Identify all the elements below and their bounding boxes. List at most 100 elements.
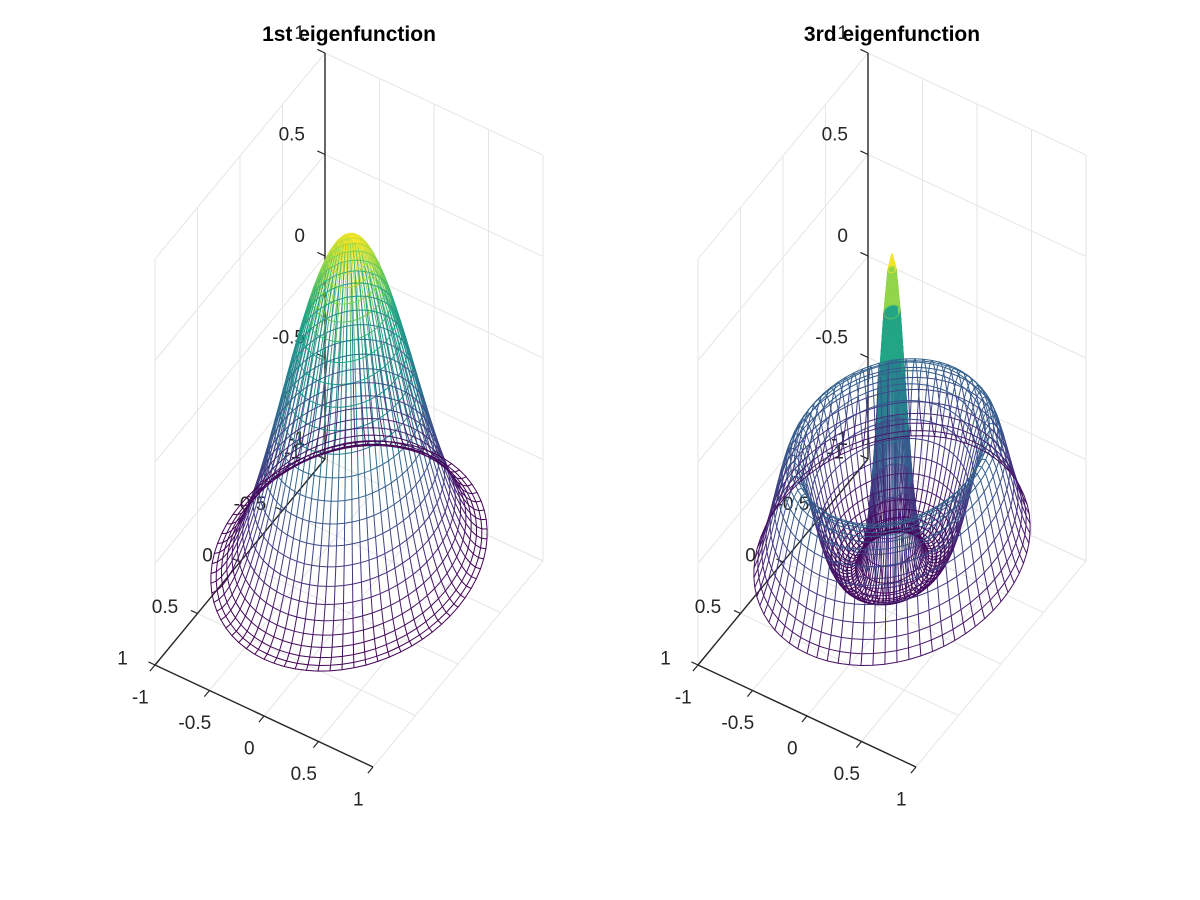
mesh-segment — [951, 373, 955, 385]
mesh-segment — [920, 563, 925, 572]
mesh-segment — [872, 389, 875, 407]
mesh-segment — [907, 633, 909, 648]
mesh-segment — [871, 581, 875, 592]
mesh-segment — [259, 512, 266, 532]
mesh-segment — [918, 578, 923, 583]
mesh-segment — [371, 310, 375, 326]
mesh-segment — [901, 550, 903, 564]
mesh-segment — [312, 408, 316, 422]
mesh-segment — [379, 302, 386, 320]
mesh-segment — [396, 639, 400, 648]
mesh-segment — [398, 646, 402, 652]
mesh-segment — [842, 552, 848, 557]
mesh-segment — [795, 443, 800, 459]
mesh-segment — [923, 401, 926, 421]
mesh-segment — [908, 401, 910, 414]
mesh-segment — [235, 591, 242, 603]
mesh-segment — [314, 351, 319, 368]
mesh-segment — [882, 538, 885, 567]
mesh-segment — [353, 239, 359, 246]
mesh-segment — [811, 402, 816, 412]
mesh-segment — [460, 594, 466, 599]
mesh-segment — [922, 475, 925, 490]
axes: -1-0.500.51-1-0.500.51-1-0.500.51 — [660, 23, 917, 811]
y-tick-label: 0.5 — [695, 597, 721, 618]
mesh-segment — [980, 555, 985, 573]
mesh-segment — [253, 627, 259, 638]
mesh-segment — [385, 283, 392, 299]
z-tick — [860, 48, 869, 54]
mesh-segment — [343, 303, 346, 323]
mesh-segment — [796, 463, 801, 476]
mesh-segment — [951, 367, 955, 371]
mesh-segment — [466, 572, 472, 578]
mesh-segment — [853, 528, 858, 536]
mesh-segment — [862, 439, 865, 446]
mesh-segment — [317, 476, 321, 501]
mesh-segment — [899, 360, 903, 418]
mesh-segment — [337, 386, 340, 400]
mesh-segment — [410, 608, 415, 620]
mesh-ring — [279, 338, 419, 455]
mesh-segment — [837, 505, 842, 518]
mesh-segment — [310, 332, 316, 353]
mesh-segment — [978, 498, 983, 515]
z-tick — [317, 251, 326, 257]
mesh-segment — [946, 471, 951, 488]
mesh-segment — [239, 551, 246, 566]
mesh-segment — [386, 343, 390, 359]
mesh-segment — [284, 406, 291, 429]
mesh-segment — [881, 363, 886, 421]
mesh-segment — [460, 505, 467, 516]
mesh-segment — [806, 449, 812, 464]
mesh-segment — [356, 310, 359, 325]
mesh-segment — [434, 614, 439, 621]
mesh-segment — [447, 553, 453, 566]
mesh-segment — [364, 264, 369, 278]
mesh-segment — [273, 551, 279, 571]
mesh-segment — [214, 551, 220, 554]
mesh-segment — [887, 417, 890, 466]
mesh-segment — [393, 456, 398, 479]
mesh-segment — [276, 480, 282, 503]
mesh-segment — [975, 428, 980, 444]
mesh-segment — [361, 395, 363, 408]
mesh-segment — [315, 438, 319, 447]
mesh-ring — [785, 360, 999, 538]
mesh-segment — [431, 485, 438, 504]
mesh-segment — [901, 538, 903, 551]
mesh-segment — [885, 519, 887, 526]
mesh-segment — [341, 245, 344, 254]
mesh-segment — [826, 416, 830, 430]
mesh-segment — [930, 527, 935, 534]
mesh-segment — [271, 501, 278, 523]
mesh-segment — [462, 484, 468, 487]
mesh-segment — [837, 485, 842, 501]
mesh-segment — [394, 630, 398, 640]
x-tick-label: 0.5 — [834, 764, 860, 785]
mesh-segment — [363, 298, 367, 316]
z-tick-label: -0.5 — [815, 328, 848, 349]
mesh-segment — [974, 487, 980, 500]
mesh-segment — [858, 541, 861, 554]
mesh-segment — [927, 562, 932, 567]
mesh-segment — [426, 561, 432, 577]
mesh-segment — [828, 403, 833, 417]
mesh-segment — [843, 539, 849, 546]
mesh-segment — [802, 462, 808, 477]
mesh-segment — [996, 490, 1002, 507]
mesh-segment — [967, 459, 972, 477]
mesh-segment — [759, 595, 765, 606]
mesh-segment — [438, 598, 443, 607]
mesh-segment — [936, 550, 941, 554]
mesh-segment — [929, 403, 933, 422]
mesh-segment — [390, 359, 396, 381]
mesh-segment — [880, 538, 883, 566]
mesh-segment — [263, 565, 269, 583]
mesh-segment — [373, 289, 379, 306]
mesh-segment — [333, 286, 337, 304]
mesh-segment — [873, 406, 876, 425]
mesh-segment — [797, 543, 802, 562]
mesh-segment — [360, 403, 363, 427]
mesh-segment — [356, 260, 359, 271]
